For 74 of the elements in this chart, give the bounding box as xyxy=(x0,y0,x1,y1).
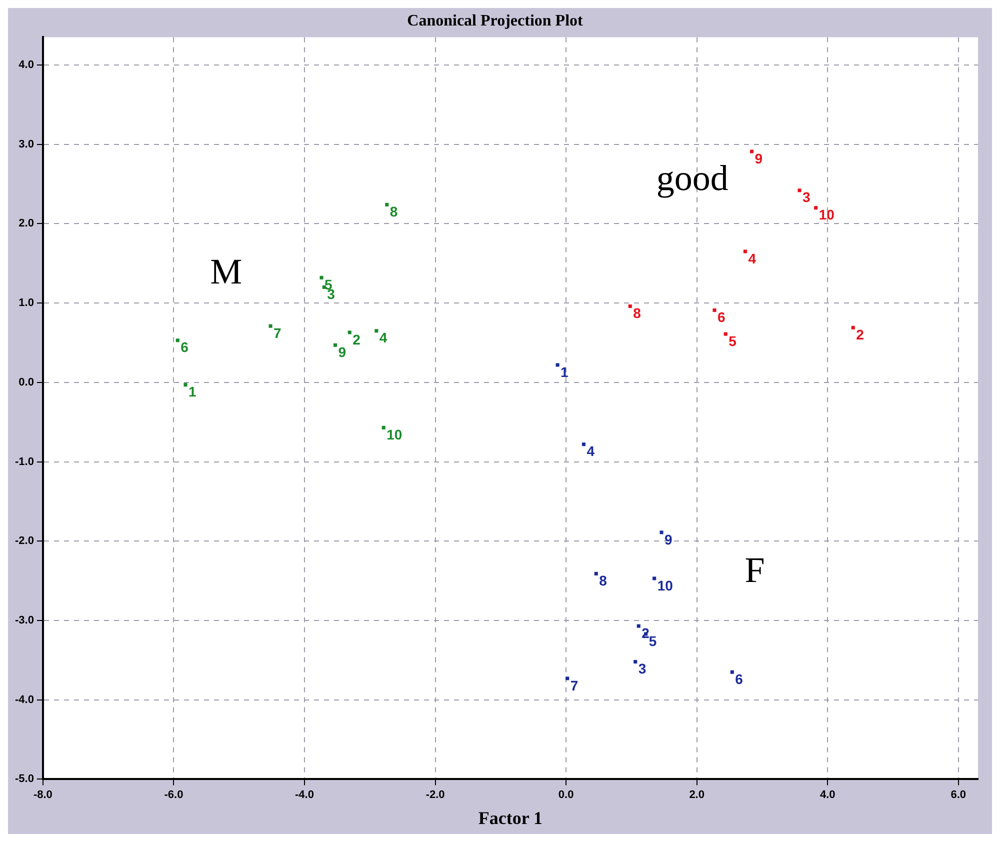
annotation: 4 xyxy=(748,250,756,266)
annotation: 9 xyxy=(754,150,763,166)
point xyxy=(184,383,188,387)
annotation: 4 xyxy=(379,330,388,346)
point xyxy=(851,326,855,330)
point xyxy=(712,308,716,312)
point xyxy=(724,332,728,336)
annotation: 9 xyxy=(338,344,346,360)
chart-title: Canonical Projection Plot xyxy=(407,12,584,30)
annotation: 1 xyxy=(560,364,569,380)
annotation: 10 xyxy=(657,577,674,594)
annotation: 7 xyxy=(570,677,578,694)
point xyxy=(566,676,570,680)
annotation: 10 xyxy=(818,206,835,223)
annotation: 3 xyxy=(802,189,810,206)
series-label: good xyxy=(656,158,728,198)
annotation: 5 xyxy=(648,632,657,649)
y-tick-label: 0.0 xyxy=(18,376,34,388)
annotation: 3 xyxy=(638,660,646,677)
y-tick-label: 2.0 xyxy=(18,218,34,230)
x-tick-label: -6.0 xyxy=(164,788,184,801)
annotation: 6 xyxy=(735,670,744,687)
annotation: 4 xyxy=(586,443,595,460)
annotation: 5 xyxy=(728,332,737,349)
point xyxy=(594,572,598,576)
y-tick-label: -5.0 xyxy=(14,773,34,786)
annotation: 8 xyxy=(633,305,642,322)
point xyxy=(652,576,656,580)
x-tick-label: -4.0 xyxy=(295,788,314,801)
point xyxy=(582,442,586,446)
annotation: 6 xyxy=(717,309,726,326)
y-tick-label: -4.0 xyxy=(14,694,34,706)
point xyxy=(385,202,389,206)
point xyxy=(374,329,378,333)
series-label: M xyxy=(210,252,242,292)
point xyxy=(634,660,638,664)
point xyxy=(628,304,632,308)
point xyxy=(348,330,352,334)
y-tick-label: -3.0 xyxy=(14,614,34,627)
x-tick-label: 2.0 xyxy=(689,788,704,801)
point xyxy=(660,530,664,534)
annotation: 6 xyxy=(180,339,189,356)
x-tick-label: 0.0 xyxy=(558,788,574,801)
x-tick-label: -2.0 xyxy=(426,788,445,801)
x-tick-label: 4.0 xyxy=(820,788,836,801)
y-tick-label: -1.0 xyxy=(14,456,34,468)
point xyxy=(636,624,640,628)
annotation: 8 xyxy=(599,572,608,589)
x-tick-label: -8.0 xyxy=(33,788,52,801)
point xyxy=(730,670,734,674)
y-tick-label: -2.0 xyxy=(14,535,34,548)
point xyxy=(333,343,338,347)
point xyxy=(382,426,386,430)
point xyxy=(814,206,818,210)
x-axis-title: Factor 1 xyxy=(478,808,543,828)
x-tick-label: 6.0 xyxy=(950,788,966,801)
point xyxy=(268,324,272,328)
y-tick-label: 4.0 xyxy=(18,59,34,72)
annotation: 8 xyxy=(390,204,398,220)
annotation: 2 xyxy=(856,326,864,343)
y-tick-label: 1.0 xyxy=(18,297,34,310)
annotation: 10 xyxy=(386,426,402,442)
point xyxy=(750,150,754,154)
point xyxy=(798,188,802,192)
y-tick-label: 3.0 xyxy=(18,138,34,150)
annotation: 2 xyxy=(352,331,361,348)
point xyxy=(556,363,560,367)
annotation: 1 xyxy=(188,384,196,400)
point xyxy=(320,276,324,280)
point xyxy=(743,250,747,254)
annotation: 9 xyxy=(664,531,673,548)
text: F xyxy=(744,550,765,590)
annotation: 7 xyxy=(274,324,282,341)
point xyxy=(176,338,180,342)
